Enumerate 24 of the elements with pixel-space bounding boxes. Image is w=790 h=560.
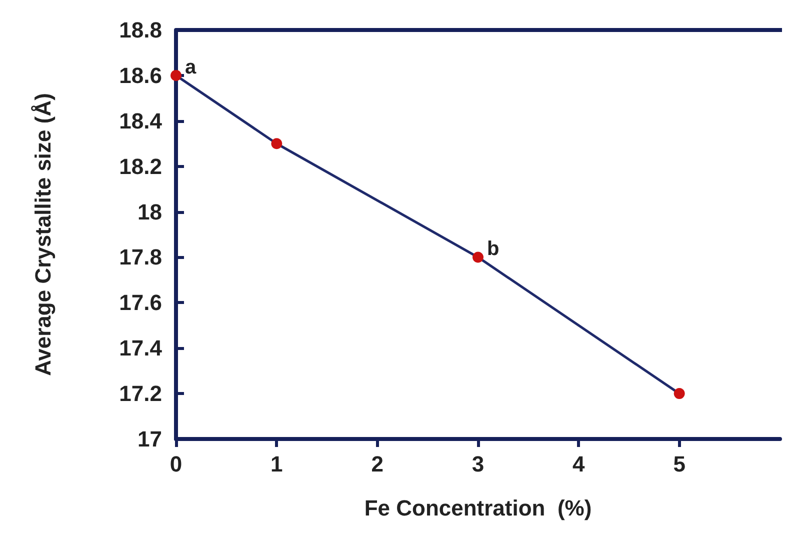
point bbox=[170, 70, 182, 81]
y-tick-label: 17.2 bbox=[119, 381, 162, 406]
x-tick-label: 1 bbox=[270, 452, 283, 476]
x-tick-label: 4 bbox=[572, 452, 586, 476]
annotation: a bbox=[185, 56, 197, 78]
x-axis-title: Fe Concentration (%) bbox=[364, 496, 592, 520]
x-tick-label: 0 bbox=[170, 452, 182, 476]
x-tick-label: 2 bbox=[371, 452, 384, 476]
y-axis-title: Average Crystallite size (Å) bbox=[30, 93, 56, 376]
annotation: b bbox=[487, 238, 500, 260]
point bbox=[472, 252, 484, 263]
y-tick-label: 17.4 bbox=[119, 336, 163, 361]
y-tick-label: 18.4 bbox=[119, 108, 163, 134]
y-tick-label: 17 bbox=[138, 426, 162, 452]
x-tick-label: 3 bbox=[472, 452, 484, 476]
x-tick-label: 5 bbox=[673, 452, 686, 476]
point bbox=[271, 138, 282, 150]
point bbox=[674, 388, 685, 400]
y-tick-label: 17.8 bbox=[119, 244, 162, 270]
y-tick-label: 18.8 bbox=[119, 18, 162, 42]
y-tick-label: 18.2 bbox=[119, 154, 162, 179]
y-tick-label: 17.6 bbox=[119, 290, 162, 316]
y-tick-label: 18.6 bbox=[119, 62, 162, 88]
y-tick-label: 18 bbox=[138, 199, 162, 224]
